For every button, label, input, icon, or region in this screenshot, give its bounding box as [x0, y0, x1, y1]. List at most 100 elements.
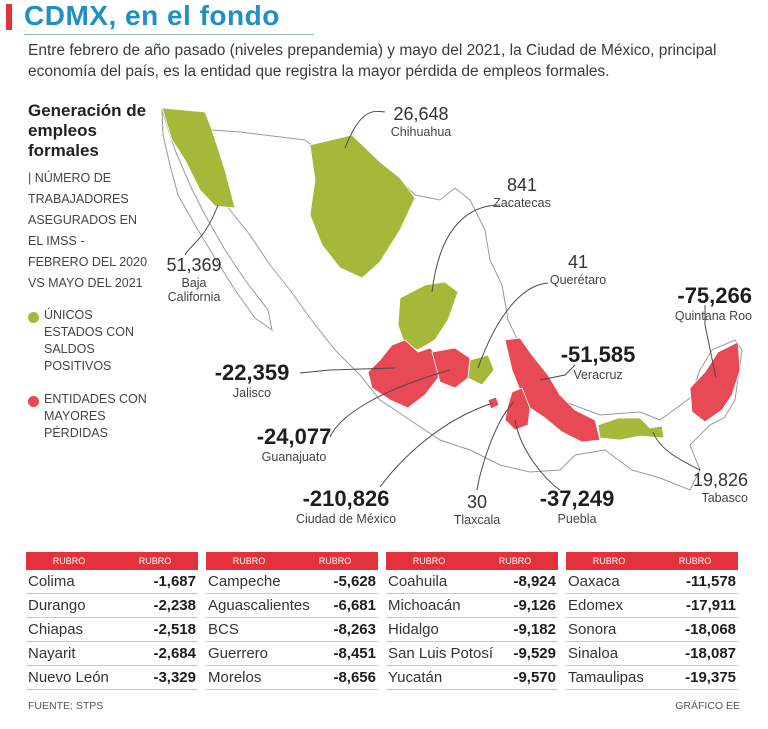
- state-cdmx[interactable]: [487, 396, 500, 410]
- title-accent-bar: [6, 4, 12, 30]
- column-header: RUBRO: [678, 556, 712, 566]
- value-quintana-roo: -75,266: [677, 283, 752, 308]
- value-tabasco: 19,826: [692, 470, 748, 490]
- state-zacatecas[interactable]: [397, 281, 459, 351]
- state-tabasco[interactable]: [597, 417, 665, 441]
- table-row: Yucatán -9,570: [386, 666, 558, 690]
- source-note: FUENTE: STPS: [28, 700, 104, 712]
- positive-legend-label: ÚNICOS ESTADOS CON SALDOS POSITIVOS: [44, 308, 135, 373]
- state-name: Yucatán: [388, 669, 443, 686]
- table-header: RUBRO RUBRO: [566, 552, 738, 570]
- table-row: Morelos -8,656: [206, 666, 378, 690]
- name-tabasco: Tabasco: [701, 491, 748, 505]
- state-chihuahua[interactable]: [309, 134, 416, 279]
- table-row: Guerrero -8,451: [206, 642, 378, 666]
- leader-zacatecas: [431, 204, 501, 293]
- table-row: Michoacán -9,126: [386, 594, 558, 618]
- state-value: -5,628: [333, 573, 376, 590]
- column-header: RUBRO: [412, 556, 446, 566]
- table-row: Oaxaca -11,578: [566, 570, 738, 594]
- leader-tlaxcala: [476, 401, 515, 491]
- table-1: RUBRO RUBRO Colima -1,687 Durango -2,238 C…: [26, 552, 198, 690]
- name-zacatecas: Zacatecas: [493, 196, 551, 210]
- table-row: Edomex -17,911: [566, 594, 738, 618]
- state-jalisco[interactable]: [367, 339, 443, 409]
- table-row: Sinaloa -18,087: [566, 642, 738, 666]
- table-3: RUBRO RUBRO Coahuila -8,924 Michoacán -9,1…: [386, 552, 558, 690]
- page-title: CDMX, en el fondo: [24, 0, 280, 31]
- state-value: -8,924: [513, 573, 556, 590]
- state-baja-california[interactable]: [161, 107, 236, 209]
- state-name: Oaxaca: [568, 573, 620, 590]
- label-chihuahua: 26,648 Chihuahua: [386, 104, 456, 139]
- leader-jalisco: [299, 367, 396, 374]
- table-row: Sonora -18,068: [566, 618, 738, 642]
- negative-legend-label: ENTIDADES CON MAYORES PÉRDIDAS: [44, 392, 147, 440]
- value-zacatecas: 841: [506, 175, 538, 195]
- label-veracruz: -51,585 Veracruz: [548, 342, 648, 382]
- state-name: Durango: [28, 597, 86, 614]
- state-name: Coahuila: [388, 573, 448, 590]
- table-2: RUBRO RUBRO Campeche -5,628 Aguascaliente…: [206, 552, 378, 690]
- state-guanajuato[interactable]: [431, 347, 471, 389]
- leader-quintana: [704, 305, 717, 379]
- credit-note: GRÁFICO EE: [675, 700, 740, 712]
- value-jalisco: -22,359: [214, 360, 290, 385]
- table-row: Chiapas -2,518: [26, 618, 198, 642]
- state-name: Tamaulipas: [568, 669, 644, 686]
- table-row: San Luis Potosí -9,529: [386, 642, 558, 666]
- state-value: -8,656: [333, 669, 376, 686]
- leader-tabasco: [652, 431, 701, 471]
- label-zacatecas: 841 Zacatecas: [487, 175, 557, 210]
- state-quintana-roo[interactable]: [689, 341, 741, 423]
- label-queretaro: 41 Querétaro: [540, 252, 616, 287]
- table-row: Tamaulipas -19,375: [566, 666, 738, 690]
- label-guanajuato: -24,077 Guanajuato: [242, 424, 346, 464]
- state-value: -9,529: [513, 645, 556, 662]
- legend-title: Generación de empleos formales: [28, 101, 147, 160]
- table-row: Campeche -5,628: [206, 570, 378, 594]
- label-puebla: -37,249 Puebla: [525, 486, 629, 526]
- state-puebla[interactable]: [504, 387, 531, 431]
- label-tabasco: 19,826 Tabasco: [672, 470, 748, 505]
- table-header: RUBRO RUBRO: [206, 552, 378, 570]
- leader-cdmx: [379, 402, 494, 488]
- state-name: Campeche: [208, 573, 281, 590]
- column-header: RUBRO: [592, 556, 626, 566]
- state-value: -3,329: [153, 669, 196, 686]
- title-divider: [24, 34, 314, 35]
- page-subtitle: Entre febrero de año pasado (niveles pre…: [28, 42, 717, 80]
- value-chihuahua: 26,648: [393, 104, 449, 124]
- state-value: -2,238: [153, 597, 196, 614]
- state-name: Michoacán: [388, 597, 461, 614]
- state-value: -17,911: [685, 597, 736, 614]
- table-row: Colima -1,687: [26, 570, 198, 594]
- label-cdmx: -210,826 Ciudad de México: [282, 486, 410, 526]
- leader-veracruz: [539, 364, 576, 381]
- state-value: -18,068: [685, 621, 736, 638]
- table-row: Aguascalientes -6,681: [206, 594, 378, 618]
- mexico-map: [160, 107, 743, 491]
- state-name: San Luis Potosí: [388, 645, 494, 662]
- name-queretaro: Querétaro: [549, 273, 607, 287]
- name-quintana-roo: Quintana Roo: [674, 309, 752, 323]
- state-value: -9,126: [513, 597, 556, 614]
- name-puebla: Puebla: [557, 512, 597, 526]
- value-tlaxcala: 30: [466, 492, 488, 512]
- table-row: BCS -8,263: [206, 618, 378, 642]
- state-name: Hidalgo: [388, 621, 439, 638]
- value-queretaro: 41: [567, 252, 589, 272]
- state-name: Nuevo León: [28, 669, 109, 686]
- state-name: Guerrero: [208, 645, 269, 662]
- table-row: Hidalgo -9,182: [386, 618, 558, 642]
- table-4: RUBRO RUBRO Oaxaca -11,578 Edomex -17,911 …: [566, 552, 738, 690]
- state-value: -9,570: [513, 669, 556, 686]
- name-chihuahua: Chihuahua: [390, 125, 452, 139]
- state-name: Colima: [28, 573, 75, 590]
- value-veracruz: -51,585: [560, 342, 636, 367]
- value-puebla: -37,249: [539, 486, 615, 511]
- value-guanajuato: -24,077: [256, 424, 332, 449]
- state-name: Morelos: [208, 669, 262, 686]
- state-name: Nayarit: [28, 645, 76, 662]
- state-name: Sonora: [568, 621, 617, 638]
